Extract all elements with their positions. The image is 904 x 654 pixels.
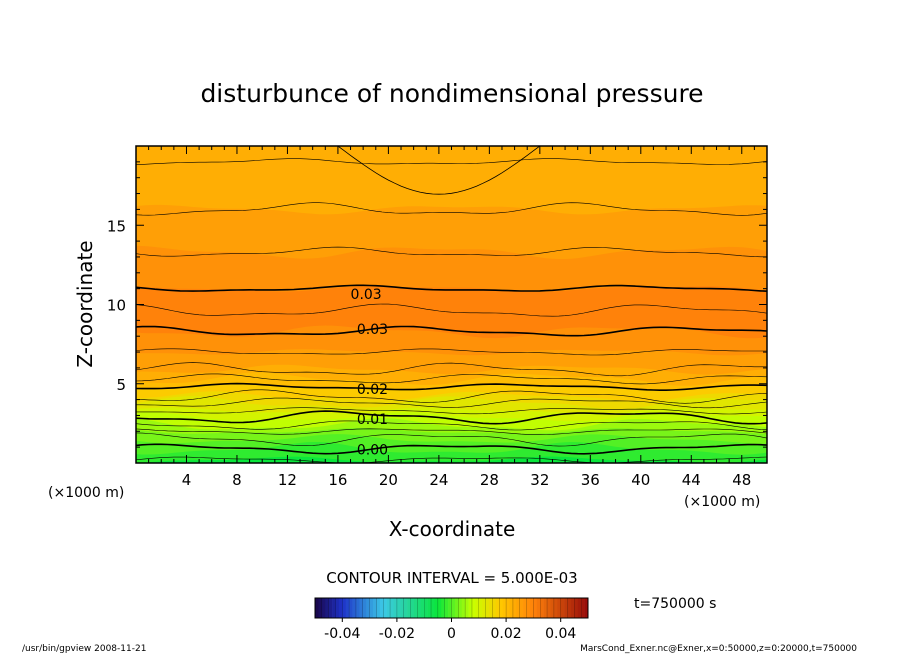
x-tick-label: 40 — [631, 471, 650, 489]
colorbar-tick-label: -0.02 — [379, 626, 415, 642]
contour-line — [136, 325, 767, 337]
contour-interval-label: CONTOUR INTERVAL = 5.000E-03 — [326, 569, 577, 587]
x-tick-label: 48 — [732, 471, 751, 489]
colorbar-tick-label: 0.04 — [545, 626, 576, 642]
contour-label: 0.03 — [351, 287, 382, 303]
x-tick-label: 12 — [278, 471, 297, 489]
contour-line — [136, 443, 767, 455]
contour-line — [136, 158, 767, 165]
y-tick-label: 10 — [107, 297, 126, 315]
colorbar: -0.04 -0.02 0 0.02 0.04 — [314, 597, 589, 642]
colorbar-tick-label: 0 — [447, 626, 456, 642]
contour-line — [136, 202, 767, 216]
contour-line — [136, 348, 767, 356]
y-tick-label: 5 — [116, 376, 126, 394]
contour-line — [337, 146, 541, 195]
contour-line — [136, 432, 767, 447]
x-tick-label: 44 — [682, 471, 701, 489]
x-tick-label: 4 — [182, 471, 192, 489]
colorbar-tick-label: 0.02 — [491, 626, 522, 642]
contour-band — [136, 456, 767, 463]
chart-title: disturbunce of nondimensional pressure — [200, 79, 703, 108]
x-axis-label: X-coordinate — [389, 517, 516, 541]
contour-line — [136, 246, 767, 258]
footer-right: MarsCond_Exner.nc@Exner,x=0:50000,z=0:20… — [580, 644, 857, 654]
x-tick-label: 36 — [581, 471, 600, 489]
contour-line — [136, 428, 767, 435]
contour-line — [136, 420, 767, 431]
y-axis-unit: (×1000 m) — [48, 485, 124, 501]
x-tick-label: 20 — [379, 471, 398, 489]
contour-line — [136, 456, 767, 463]
contour-label: 0.01 — [357, 412, 388, 428]
contour-line — [136, 284, 767, 292]
x-tick-label: 24 — [429, 471, 448, 489]
contour-label: 0.02 — [357, 382, 388, 398]
contour-line — [136, 410, 767, 425]
x-tick-label: 32 — [530, 471, 549, 489]
x-tick-label: 28 — [480, 471, 499, 489]
x-tick-label: 8 — [232, 471, 242, 489]
contour-line — [136, 303, 767, 317]
contour-label: 0.03 — [357, 322, 388, 338]
contour-line — [136, 362, 767, 377]
contour-line — [136, 407, 767, 415]
contour-line — [136, 382, 767, 391]
contour-line — [136, 389, 767, 404]
x-axis-unit: (×1000 m) — [684, 494, 760, 510]
y-axis-label: Z-coordinate — [73, 240, 97, 367]
contour-label: 0.00 — [357, 442, 388, 458]
contour-line — [136, 373, 767, 385]
y-axis: 5 10 15 — [107, 145, 767, 464]
y-tick-label: 15 — [107, 217, 126, 235]
footer-left: /usr/bin/gpview 2008-11-21 — [22, 644, 146, 654]
x-tick-label: 16 — [328, 471, 347, 489]
time-label: t=750000 s — [634, 596, 716, 612]
x-axis: 4 8 12 16 20 24 28 32 36 40 44 48 — [135, 146, 768, 489]
colorbar-tick-label: -0.04 — [324, 626, 360, 642]
contour-plot-area: 0.03 0.03 0.02 0.01 0.00 — [136, 146, 767, 463]
contour-line — [136, 397, 767, 409]
